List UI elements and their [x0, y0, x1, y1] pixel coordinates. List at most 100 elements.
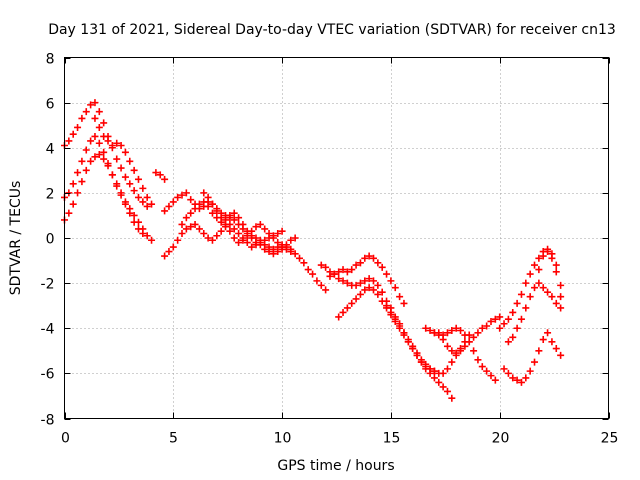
data-point [82, 146, 90, 154]
data-point [535, 279, 543, 287]
data-point [274, 229, 282, 237]
data-point [69, 180, 77, 188]
data-point [82, 166, 90, 174]
data-point [91, 114, 99, 122]
data-point [300, 259, 308, 267]
data-point [383, 270, 391, 278]
data-point [248, 234, 256, 242]
data-point [465, 338, 473, 346]
data-point [513, 376, 521, 384]
data-point [461, 342, 469, 350]
y-tick-labels: -8 -6 -4 -2 0 2 4 6 8 [41, 52, 55, 429]
data-point [274, 248, 282, 256]
data-point [126, 180, 134, 188]
y-tick-label: 4 [46, 142, 55, 158]
data-point [439, 331, 447, 339]
data-point [509, 374, 517, 382]
data-point [374, 290, 382, 298]
data-point [317, 261, 325, 269]
data-point [134, 175, 142, 183]
data-point [417, 356, 425, 364]
y-tick-label: -8 [41, 413, 55, 429]
data-point [369, 286, 377, 294]
data-point [361, 277, 369, 285]
data-point [539, 284, 547, 292]
axis-ticks [64, 57, 610, 420]
data-point [544, 288, 552, 296]
data-point [448, 394, 456, 402]
x-axis-label: GPS time / hours [277, 458, 394, 474]
series-arc-2 [61, 132, 147, 237]
data-point [478, 324, 486, 332]
data-point [143, 232, 151, 240]
data-point [217, 227, 225, 235]
data-point [339, 277, 347, 285]
series-arc-13 [383, 302, 473, 377]
data-point [539, 252, 547, 260]
data-point [374, 281, 382, 289]
data-point [457, 327, 465, 335]
data-point [161, 252, 169, 260]
data-point [78, 157, 86, 165]
data-point [491, 315, 499, 323]
data-point [113, 155, 121, 163]
data-point [200, 229, 208, 237]
data-point [139, 198, 147, 206]
data-point [531, 358, 539, 366]
data-point [526, 270, 534, 278]
data-point [65, 137, 73, 145]
data-point [87, 101, 95, 109]
data-point [517, 315, 525, 323]
data-point [130, 211, 138, 219]
data-point [139, 225, 147, 233]
data-point [204, 193, 212, 201]
data-point [69, 200, 77, 208]
data-point [309, 270, 317, 278]
grid-lines [64, 57, 609, 419]
data-point [87, 137, 95, 145]
data-point [435, 329, 443, 337]
data-point [226, 227, 234, 235]
data-point [378, 288, 386, 296]
data-point [452, 349, 460, 357]
data-point [104, 137, 112, 145]
data-point [182, 214, 190, 222]
data-point [448, 347, 456, 355]
data-point [335, 275, 343, 283]
data-point [361, 286, 369, 294]
data-point [552, 345, 560, 353]
data-point [269, 250, 277, 258]
data-point [322, 286, 330, 294]
data-point [143, 193, 151, 201]
data-point [187, 223, 195, 231]
data-point [195, 225, 203, 233]
x-tick-label: 0 [61, 431, 70, 447]
series-arc-17 [504, 279, 565, 346]
data-point [82, 108, 90, 116]
data-point [261, 225, 269, 233]
data-point [121, 148, 129, 156]
data-point [487, 317, 495, 325]
data-point [400, 299, 408, 307]
data-point [148, 200, 156, 208]
data-point [326, 268, 334, 276]
data-point [95, 139, 103, 147]
data-point [161, 207, 169, 215]
data-point [369, 254, 377, 262]
series-arc-19 [535, 248, 565, 301]
data-point [235, 239, 243, 247]
data-point [230, 225, 238, 233]
data-point [78, 178, 86, 186]
data-point [526, 367, 534, 375]
data-point [108, 171, 116, 179]
data-point [517, 290, 525, 298]
data-point [187, 209, 195, 217]
data-point [535, 266, 543, 274]
data-point [356, 290, 364, 298]
data-point [443, 329, 451, 337]
data-point [335, 313, 343, 321]
data-point [100, 132, 108, 140]
data-point [544, 329, 552, 337]
data-point [400, 329, 408, 337]
data-point [478, 363, 486, 371]
